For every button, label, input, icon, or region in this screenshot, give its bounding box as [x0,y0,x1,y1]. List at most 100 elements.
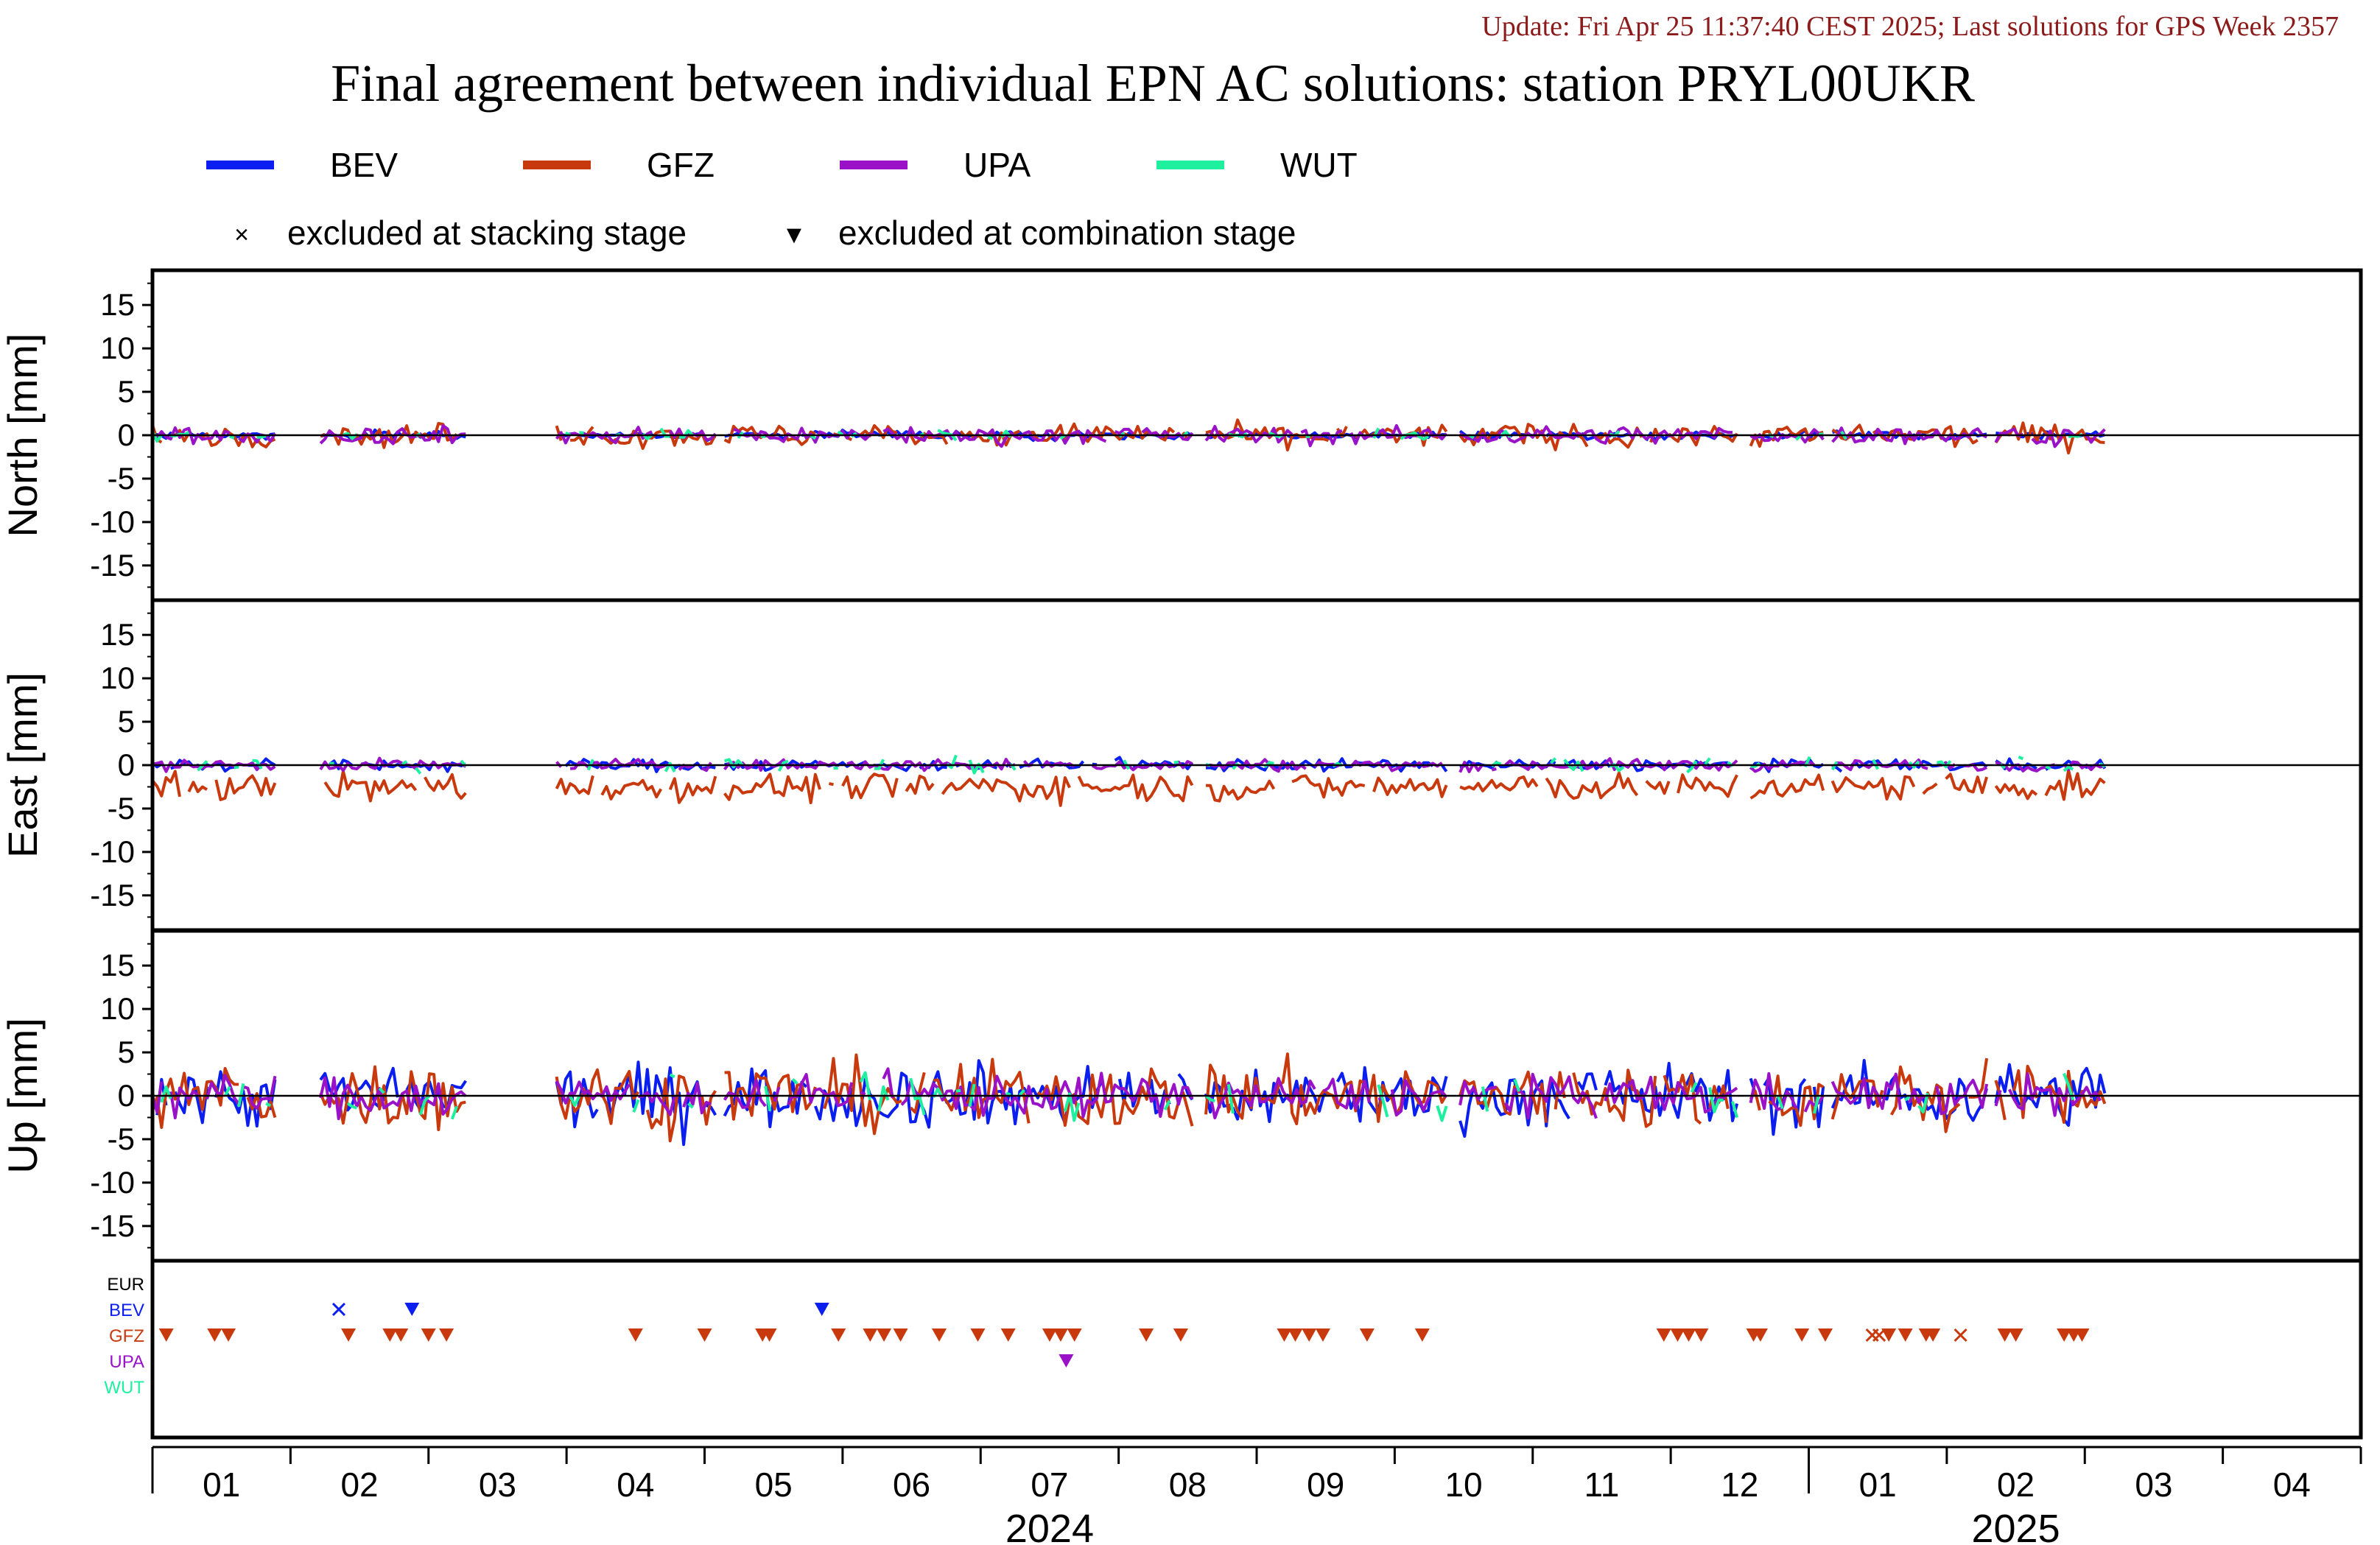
east-ylabel: East [mm] [0,672,46,858]
exclusion-combination-marker [1681,1328,1696,1342]
exclusion-combination-marker [877,1328,892,1342]
exclusion-combination-marker [1139,1328,1154,1342]
month-label: 03 [479,1465,516,1504]
chart-panels: 15 10 5 0 -5 -10 -15 North [mm] 15 10 5 0 -5 -10 -15 Ea… [0,268,2363,1263]
exclusion-combination-marker [1288,1328,1303,1342]
up-ytick-label: 0 [118,1078,135,1113]
up-ytick-label: 15 [100,948,135,982]
exclusion-combination-marker [814,1303,829,1316]
up-ytick-label: -5 [108,1122,135,1156]
legend-label-wut: WUT [1280,146,1358,184]
exclusion-frame [150,1259,2363,1440]
legend-label-upa: UPA [963,146,1031,184]
exclusion-combination-marker [1656,1328,1671,1342]
exclusion-panel: EUR BEV GFZ UPA WUT [104,1259,2363,1440]
month-label: 07 [1031,1465,1068,1504]
month-label: 12 [1721,1465,1758,1504]
east-series-gfz [152,768,2106,807]
panel-east: 15 10 5 0 -5 -10 -15 East [mm] [0,598,2363,932]
up-ytick-label: -10 [90,1165,135,1200]
exclusion-combination-marker [831,1328,846,1342]
exclusion-stacking-marker [1954,1328,1967,1342]
up-series [152,1052,2107,1147]
exclusion-combination-marker [2008,1328,2023,1342]
up-series-wut [160,1071,2075,1122]
exclusion-combination-marker [1670,1328,1685,1342]
month-label: 10 [1445,1465,1482,1504]
exclusion-combination-marker [1926,1328,1941,1342]
exclusion-combination-marker [1817,1328,1833,1342]
month-label: 03 [2135,1465,2172,1504]
exclusion-combination-marker [1693,1328,1709,1342]
month-label: 02 [1997,1465,2035,1504]
exclusion-combination-marker [221,1328,236,1342]
north-ytick-label: 10 [100,331,135,365]
year-label: 2025 [1971,1507,2060,1545]
exclusion-combination-marker [158,1328,174,1342]
chart-title: Final agreement between individual EPN A… [331,54,1975,113]
marker-legend: × excluded at stacking stage ▼ excluded at … [234,214,1296,252]
east-ytick-label: 10 [100,661,135,695]
up-ytick-label: -15 [90,1208,135,1243]
exclusion-combination-marker [404,1303,420,1316]
month-label: 11 [1584,1465,1620,1504]
exclusion-stacking-marker [331,1302,346,1317]
update-timestamp: Update: Fri Apr 25 11:37:40 CEST 2025; L… [1481,11,2339,42]
exclusion-combination-marker [393,1328,409,1342]
exclusion-combination-marker [1302,1328,1317,1342]
exclusion-combination-marker [1414,1328,1430,1342]
exclusion-combination-marker [697,1328,712,1342]
east-ytick-label: 15 [100,617,135,652]
exclusion-combination-marker [1067,1328,1082,1342]
exclusion-row-label-bev: BEV [109,1301,144,1320]
exclusion-combination-marker [382,1328,398,1342]
exclusion-combination-marker [893,1328,908,1342]
exclusion-row-label-upa: UPA [109,1352,144,1372]
panel-up: 15 10 5 0 -5 -10 -15 Up [mm] [0,929,2363,1263]
exclusion-combination-marker [1881,1328,1897,1342]
up-series-gfz [152,1052,2107,1143]
exclusion-combination-marker [1794,1328,1810,1342]
month-label: 04 [617,1465,654,1504]
exclusion-combination-marker [1059,1354,1074,1368]
exclusion-combination-marker [341,1328,357,1342]
exclusion-combination-marker [439,1328,454,1342]
legend-label-gfz: GFZ [647,146,715,184]
exclusion-combination-marker [1315,1328,1330,1342]
panel-north: 15 10 5 0 -5 -10 -15 North [mm] [0,268,2363,602]
exclusion-combination-marker [1752,1328,1768,1342]
north-ytick-label: 15 [100,287,135,322]
exclusion-row-label-gfz: GFZ [109,1326,144,1346]
exclusion-combination-marker [628,1328,643,1342]
month-label: 01 [203,1465,240,1504]
exclusion-combination-marker [1277,1328,1292,1342]
month-label: 01 [1859,1465,1897,1504]
month-label: 05 [755,1465,793,1504]
exclusion-combination-marker [1359,1328,1375,1342]
east-series [152,754,2107,807]
exclusion-combination-marker [2074,1328,2090,1342]
north-ylabel: North [mm] [0,334,46,538]
month-label: 06 [893,1465,930,1504]
up-series-upa [152,1067,2102,1121]
north-ytick-label: 0 [118,418,135,452]
legend-stacking-label: excluded at stacking stage [287,214,687,252]
month-label: 08 [1169,1465,1207,1504]
exclusion-combination-marker [207,1328,222,1342]
east-ytick-label: -5 [108,791,135,826]
exclusion-combination-marker [1042,1328,1057,1342]
north-ytick-label: -5 [108,461,135,496]
north-ytick-label: 5 [118,374,135,409]
exclusion-combination-marker [1053,1328,1068,1342]
exclusion-combination-marker [863,1328,878,1342]
legend-label-bev: BEV [330,146,398,184]
month-label: 02 [340,1465,378,1504]
north-ytick-label: -10 [90,504,135,539]
stacking-marker-icon: × [234,221,249,249]
up-ylabel: Up [mm] [0,1018,46,1174]
exclusion-combination-marker [932,1328,947,1342]
east-ytick-label: 5 [118,704,135,739]
east-ytick-label: -10 [90,834,135,869]
exclusion-combination-marker [762,1328,777,1342]
north-series [152,418,2106,455]
